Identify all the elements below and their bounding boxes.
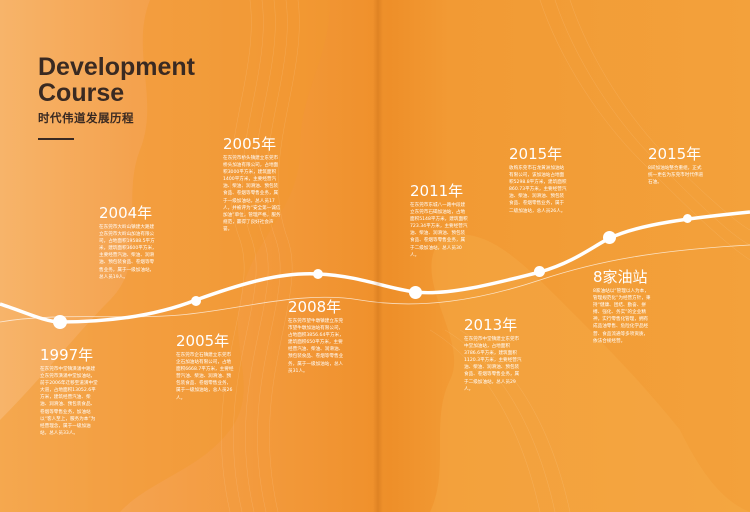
year-2004: 2004年 <box>99 204 153 222</box>
milestone-2005-upper-text: 在东莞市桥头镇建立东莞市桥头加油有限公司，占地面积3000平方米，建筑面积140… <box>223 156 281 232</box>
timeline-node-2008 <box>313 269 323 279</box>
milestone-2004-text: 在东莞市大岭山镇建大路建立东莞市大岭山加油有限公司，占地面积19588.5平方米… <box>99 225 157 280</box>
year-2015-a: 2015年 <box>509 145 563 163</box>
milestone-2015-b-text: 8间加油站整合重组，正式统一更名为东莞市时代伟道石油。 <box>648 166 704 186</box>
timeline-node-2005b <box>191 296 201 306</box>
year-2005-upper: 2005年 <box>223 135 277 153</box>
page-title: Development Course <box>38 54 195 106</box>
page-subtitle: 时代伟道发展历程 <box>38 111 134 125</box>
year-2015-b: 2015年 <box>648 145 702 163</box>
title-line-1: Development <box>38 53 195 81</box>
year-2013: 2013年 <box>464 316 518 334</box>
stations-text: 8家油站以“管理以人为本，管理规范化”为经营方针，秉持“健康、团结、勤奋、拼搏、… <box>593 289 651 344</box>
page-spine <box>373 0 383 512</box>
milestone-2011-text: 在东莞市东城八一路中段建立东莞市石碣加油站，占地面积5148平方米，建筑面积72… <box>410 203 468 258</box>
year-2005-lower: 2005年 <box>176 332 230 350</box>
timeline-node-2015a <box>534 266 545 277</box>
year-2011: 2011年 <box>410 182 464 200</box>
milestone-2008-text: 在东莞市望牛墩镇建立东莞市望牛墩加油站有限公司，占地面积3856.64平方米，建… <box>288 319 344 374</box>
milestone-2005-lower-text: 在东莞市企石镇建立东莞市企石加油站有限公司，占地面积6668.7平方米，主要经营… <box>176 353 234 401</box>
milestone-2013-text: 在东莞市中堂镇建立东莞市中堂加油站，占地面积3786.6平方米，建筑面积1120… <box>464 337 522 392</box>
title-line-2: Course <box>38 79 125 107</box>
timeline-node-2015b <box>603 231 616 244</box>
timeline-node-2013 <box>409 286 422 299</box>
year-1997: 1997年 <box>40 346 94 364</box>
title-underline <box>38 138 74 140</box>
stations-heading: 8家油站 <box>593 268 648 286</box>
timeline-node-end <box>683 214 692 223</box>
milestone-1997-text: 在东莞市中堂镇潢涌中路建立东莞市潢涌中堂加油站，前于2006年迁移至道潢中堂大道… <box>40 367 98 436</box>
milestone-2015-a-text: 收购东莞市石龙黄洲加油站有限公司，该加油站占地面积5298.8平方米，建筑面积8… <box>509 166 567 214</box>
timeline-node-1997 <box>53 315 67 329</box>
year-2008: 2008年 <box>288 298 342 316</box>
